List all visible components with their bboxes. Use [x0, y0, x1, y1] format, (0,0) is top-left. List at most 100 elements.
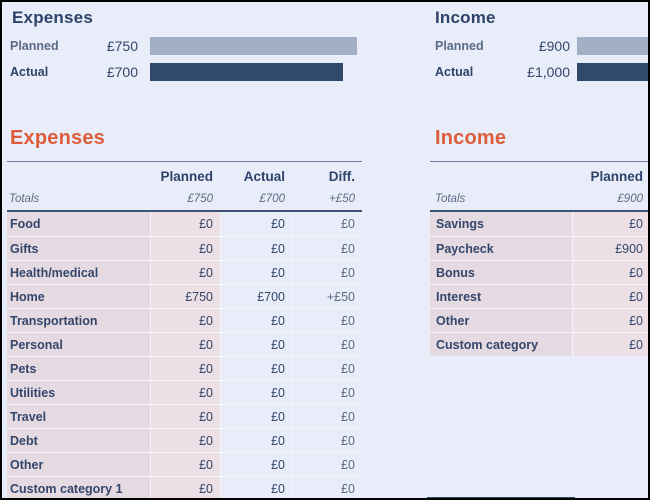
category-cell[interactable]: Custom category — [430, 333, 572, 356]
category-cell[interactable]: Gifts — [7, 237, 150, 260]
actual-cell[interactable]: £0 — [220, 357, 292, 380]
actual-cell[interactable]: £0 — [220, 405, 292, 428]
diff-cell[interactable]: £0 — [292, 405, 362, 428]
category-cell[interactable]: Transportation — [7, 309, 150, 332]
table-row: Paycheck £900 — [430, 236, 648, 260]
actual-cell[interactable]: £0 — [220, 453, 292, 476]
table-row: Home £750 £700 +£50 — [7, 284, 362, 308]
planned-bar — [577, 37, 648, 55]
diff-cell[interactable]: £0 — [292, 261, 362, 284]
diff-cell[interactable]: £0 — [292, 453, 362, 476]
table-row: Travel £0 £0 £0 — [7, 404, 362, 428]
actual-cell[interactable]: £0 — [220, 237, 292, 260]
income-table-header: Planned — [430, 164, 648, 188]
planned-cell[interactable]: £0 — [572, 261, 648, 284]
actual-cell[interactable]: £0 — [220, 333, 292, 356]
category-cell[interactable]: Home — [7, 285, 150, 308]
totals-diff[interactable]: +£50 — [329, 193, 355, 205]
actual-value[interactable]: £700 — [106, 64, 138, 80]
planned-cell[interactable]: £900 — [572, 237, 648, 260]
planned-cell[interactable]: £0 — [150, 212, 220, 236]
actual-label: Actual — [435, 65, 474, 79]
actual-value[interactable]: £1,000 — [527, 64, 570, 80]
table-row: Other £0 — [430, 308, 648, 332]
planned-cell[interactable]: £0 — [150, 237, 220, 260]
expenses-totals-row: Totals £750 £700 +£50 — [7, 188, 362, 210]
actual-bar — [150, 63, 343, 81]
planned-cell[interactable]: £0 — [150, 333, 220, 356]
expenses-section: Expenses Planned Actual Diff. Totals £75… — [7, 124, 362, 498]
diff-cell[interactable]: £0 — [292, 477, 362, 498]
actual-cell[interactable]: £0 — [220, 381, 292, 404]
expenses-mini-chart: Expenses Planned £750 Actual £700 — [10, 6, 357, 86]
category-cell[interactable]: Paycheck — [430, 237, 572, 260]
diff-cell[interactable]: £0 — [292, 381, 362, 404]
planned-cell[interactable]: £0 — [150, 453, 220, 476]
income-section-title: Income — [435, 127, 507, 149]
totals-planned[interactable]: £900 — [617, 193, 643, 205]
actual-label: Actual — [10, 65, 49, 79]
planned-value[interactable]: £750 — [106, 38, 138, 54]
planned-cell[interactable]: £0 — [150, 309, 220, 332]
actual-cell[interactable]: £0 — [220, 261, 292, 284]
table-row: Custom category 1 £0 £0 £0 — [7, 476, 362, 498]
diff-cell[interactable]: +£50 — [292, 285, 362, 308]
category-cell[interactable]: Health/medical — [7, 261, 150, 284]
planned-cell[interactable]: £750 — [150, 285, 220, 308]
planned-cell[interactable]: £0 — [150, 381, 220, 404]
planned-cell[interactable]: £0 — [150, 477, 220, 498]
planned-row: Planned £900 — [435, 37, 648, 55]
diff-cell[interactable]: £0 — [292, 237, 362, 260]
category-cell[interactable]: Food — [7, 212, 150, 236]
actual-cell[interactable]: £700 — [220, 285, 292, 308]
expenses-section-title: Expenses — [10, 127, 105, 149]
table-row: Personal £0 £0 £0 — [7, 332, 362, 356]
divider — [7, 161, 362, 162]
column-header-planned: Planned — [590, 168, 643, 184]
category-cell[interactable]: Personal — [7, 333, 150, 356]
table-row: Utilities £0 £0 £0 — [7, 380, 362, 404]
actual-cell[interactable]: £0 — [220, 309, 292, 332]
category-cell[interactable]: Bonus — [430, 261, 572, 284]
totals-actual[interactable]: £700 — [259, 193, 285, 205]
diff-cell[interactable]: £0 — [292, 429, 362, 452]
actual-bar — [577, 63, 648, 81]
table-row: Transportation £0 £0 £0 — [7, 308, 362, 332]
category-cell[interactable]: Other — [430, 309, 572, 332]
actual-row: Actual £700 — [10, 63, 343, 81]
category-cell[interactable]: Travel — [7, 405, 150, 428]
category-cell[interactable]: Debt — [7, 429, 150, 452]
actual-cell[interactable]: £0 — [220, 477, 292, 498]
actual-cell[interactable]: £0 — [220, 429, 292, 452]
planned-cell[interactable]: £0 — [150, 261, 220, 284]
actual-cell[interactable]: £0 — [220, 212, 292, 236]
column-header-planned: Planned — [160, 168, 213, 184]
diff-cell[interactable]: £0 — [292, 333, 362, 356]
table-row: Bonus £0 — [430, 260, 648, 284]
category-cell[interactable]: Utilities — [7, 381, 150, 404]
planned-value[interactable]: £900 — [538, 38, 570, 54]
category-cell[interactable]: Pets — [7, 357, 150, 380]
planned-cell[interactable]: £0 — [572, 285, 648, 308]
planned-cell[interactable]: £0 — [572, 309, 648, 332]
totals-planned[interactable]: £750 — [187, 193, 213, 205]
category-cell[interactable]: Savings — [430, 212, 572, 236]
totals-label: Totals — [435, 193, 466, 205]
planned-cell[interactable]: £0 — [150, 429, 220, 452]
category-cell[interactable]: Other — [7, 453, 150, 476]
planned-cell[interactable]: £0 — [572, 333, 648, 356]
diff-cell[interactable]: £0 — [292, 357, 362, 380]
planned-cell[interactable]: £0 — [150, 357, 220, 380]
category-cell[interactable]: Custom category 1 — [7, 477, 150, 498]
diff-cell[interactable]: £0 — [292, 212, 362, 236]
divider — [430, 161, 648, 162]
planned-cell[interactable]: £0 — [150, 405, 220, 428]
actual-row: Actual £1,000 — [435, 63, 648, 81]
planned-cell[interactable]: £0 — [572, 212, 648, 236]
category-cell[interactable]: Interest — [430, 285, 572, 308]
planned-row: Planned £750 — [10, 37, 357, 55]
diff-cell[interactable]: £0 — [292, 309, 362, 332]
column-header-actual: Actual — [243, 168, 285, 184]
expenses-table-body: Food £0 £0 £0 Gifts £0 £0 £0 Health/medical £0 £0 £… — [7, 210, 362, 498]
